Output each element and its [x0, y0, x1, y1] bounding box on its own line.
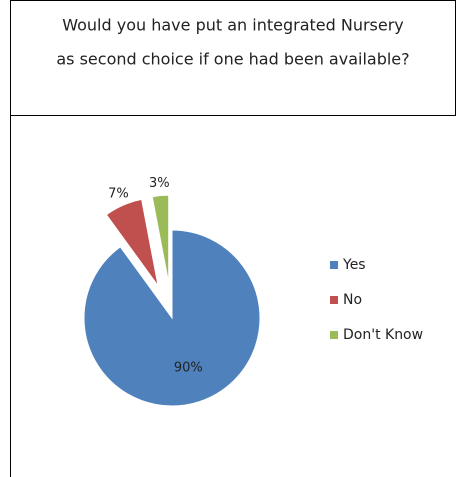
chart-title: as second choice if one had been availab… — [56, 50, 409, 69]
legend-label: No — [343, 292, 362, 308]
chart-title: Would you have put an integrated Nursery — [62, 16, 404, 35]
legend-label: Don't Know — [343, 327, 423, 343]
title-box — [10, 0, 456, 116]
data-label: 7% — [108, 187, 129, 202]
pie-slice — [83, 229, 261, 407]
data-label: 3% — [149, 176, 170, 191]
legend-label: Yes — [342, 257, 366, 273]
pie-slice — [151, 194, 170, 284]
pie-slice — [105, 198, 159, 287]
legend-swatch — [330, 331, 338, 339]
data-label: 90% — [174, 361, 203, 376]
legend-swatch — [330, 261, 338, 269]
legend-swatch — [330, 296, 338, 304]
